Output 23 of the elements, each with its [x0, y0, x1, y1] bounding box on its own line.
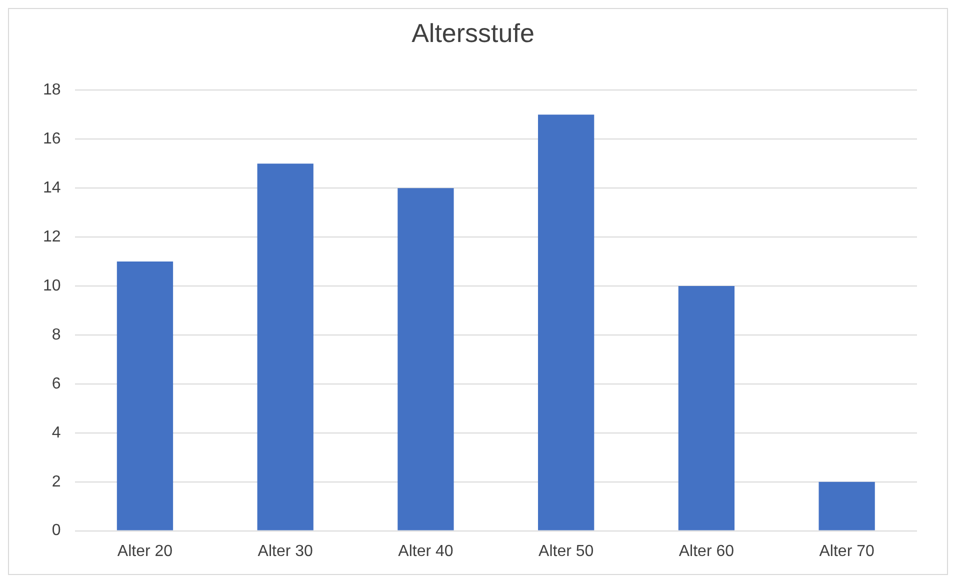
- bar: [116, 262, 174, 530]
- chart-title: Altersstufe: [412, 18, 534, 48]
- y-tick-label: 16: [43, 130, 61, 148]
- bar: [538, 114, 594, 530]
- y-tick-label: 6: [52, 375, 61, 392]
- y-tick-label: 12: [43, 228, 61, 246]
- bar: [678, 286, 735, 530]
- bar: [257, 164, 314, 530]
- x-tick-label: Alter 20: [117, 542, 173, 560]
- y-tick-label: 18: [43, 82, 61, 99]
- x-tick-label: Alter 50: [538, 542, 594, 560]
- y-tick-label: 2: [52, 473, 61, 490]
- bar: [398, 188, 454, 530]
- x-tick-label: Alter 40: [398, 542, 454, 560]
- y-tick-label: 10: [43, 277, 61, 294]
- x-tick-label: Alter 30: [258, 542, 314, 560]
- y-tick-label: 4: [52, 424, 61, 442]
- y-tick-label: 8: [52, 326, 61, 344]
- x-tick-label: Alter 60: [678, 542, 734, 560]
- bar: [818, 482, 875, 530]
- y-tick-label: 0: [52, 522, 61, 540]
- x-tick-label: Alter 70: [819, 542, 874, 560]
- y-tick-label: 14: [43, 180, 61, 197]
